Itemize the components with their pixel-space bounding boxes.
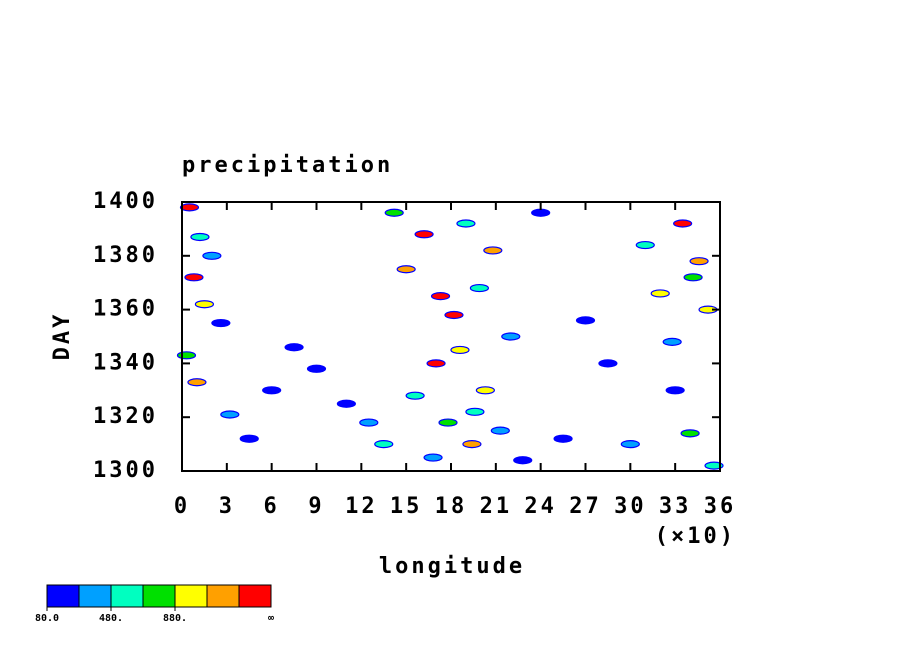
colorbar-label: ∞ <box>268 613 274 624</box>
precip-blob <box>202 251 222 260</box>
colorbar-swatch <box>238 584 272 608</box>
precip-blob <box>704 461 724 470</box>
y-tick-label: 1400 <box>93 189 158 214</box>
precip-blob <box>650 289 670 298</box>
precip-blob <box>620 440 640 449</box>
x-tick-label: 0 <box>174 494 190 519</box>
y-tick-label: 1300 <box>93 458 158 483</box>
x-tick-label: 9 <box>308 494 324 519</box>
colorbar-swatch <box>110 584 144 608</box>
x-tick-label: 15 <box>390 494 423 519</box>
x-tick-label: 18 <box>435 494 468 519</box>
precip-blob <box>220 410 240 419</box>
precip-blob <box>430 292 451 301</box>
precip-blob <box>635 240 655 250</box>
precip-blob <box>456 219 476 228</box>
precip-blob <box>483 246 503 255</box>
precip-blob <box>490 426 510 435</box>
precip-blob <box>187 378 207 387</box>
precip-blob <box>384 208 404 217</box>
precip-blob <box>689 257 709 266</box>
x-tick-label: 24 <box>524 494 557 519</box>
colorbar-swatch <box>78 584 112 608</box>
precip-blob <box>662 337 682 346</box>
precip-blob <box>262 386 282 395</box>
x-tick-label: 30 <box>614 494 647 519</box>
precip-blob <box>239 434 259 443</box>
precip-blob <box>405 391 425 400</box>
x-scale-label: (×10) <box>655 524 736 549</box>
colorbar-swatch <box>174 584 208 608</box>
precip-blob <box>336 399 356 408</box>
precip-blob <box>475 386 495 395</box>
colorbar-swatch <box>206 584 240 608</box>
precip-blob <box>531 208 551 217</box>
precip-blob <box>176 351 197 360</box>
precip-blob <box>414 230 434 239</box>
colorbar-label: 80.0 <box>35 613 59 624</box>
precip-blob <box>184 273 204 282</box>
precip-blob <box>438 418 458 427</box>
x-tick-label: 12 <box>345 494 378 519</box>
precip-blob <box>190 232 210 242</box>
x-tick-label: 21 <box>480 494 513 519</box>
chart-title: precipitation <box>182 153 393 178</box>
precip-blob <box>683 273 703 282</box>
precip-blob <box>374 440 394 449</box>
precip-blob <box>194 300 215 309</box>
precip-blob <box>426 359 446 368</box>
precip-blob <box>469 283 489 293</box>
colorbar-swatch <box>46 584 80 608</box>
x-tick-label: 33 <box>659 494 692 519</box>
precip-blob <box>680 429 700 438</box>
precip-blob <box>423 453 443 462</box>
x-tick-label: 3 <box>219 494 235 519</box>
precip-blob <box>501 332 521 341</box>
y-tick-label: 1320 <box>93 404 158 429</box>
y-tick-label: 1340 <box>93 350 158 375</box>
x-axis-label: longitude <box>379 554 525 579</box>
y-axis-label: DAY <box>50 312 75 361</box>
precip-blob <box>513 456 533 465</box>
precip-blob <box>598 359 618 368</box>
precip-blob <box>575 316 596 325</box>
precip-blob <box>306 364 327 373</box>
precip-blob <box>665 386 685 395</box>
y-tick-label: 1380 <box>93 243 158 268</box>
precip-blob <box>444 310 464 320</box>
colorbar-label: 480. <box>99 613 123 624</box>
x-tick-label: 36 <box>704 494 737 519</box>
precip-blob <box>450 345 470 355</box>
colorbar-swatch <box>142 584 176 608</box>
y-tick-label: 1360 <box>93 297 158 322</box>
precip-blob <box>284 343 304 352</box>
precip-blob <box>673 219 693 228</box>
precip-blob <box>396 265 416 274</box>
precip-blob <box>465 407 485 416</box>
precip-blob <box>553 434 573 443</box>
precip-blob <box>179 203 200 212</box>
precip-blob <box>462 440 482 449</box>
precip-blob <box>359 418 379 427</box>
x-tick-label: 6 <box>264 494 280 519</box>
x-tick-label: 27 <box>569 494 602 519</box>
precip-blob <box>211 318 231 328</box>
colorbar-label: 880. <box>163 613 187 624</box>
